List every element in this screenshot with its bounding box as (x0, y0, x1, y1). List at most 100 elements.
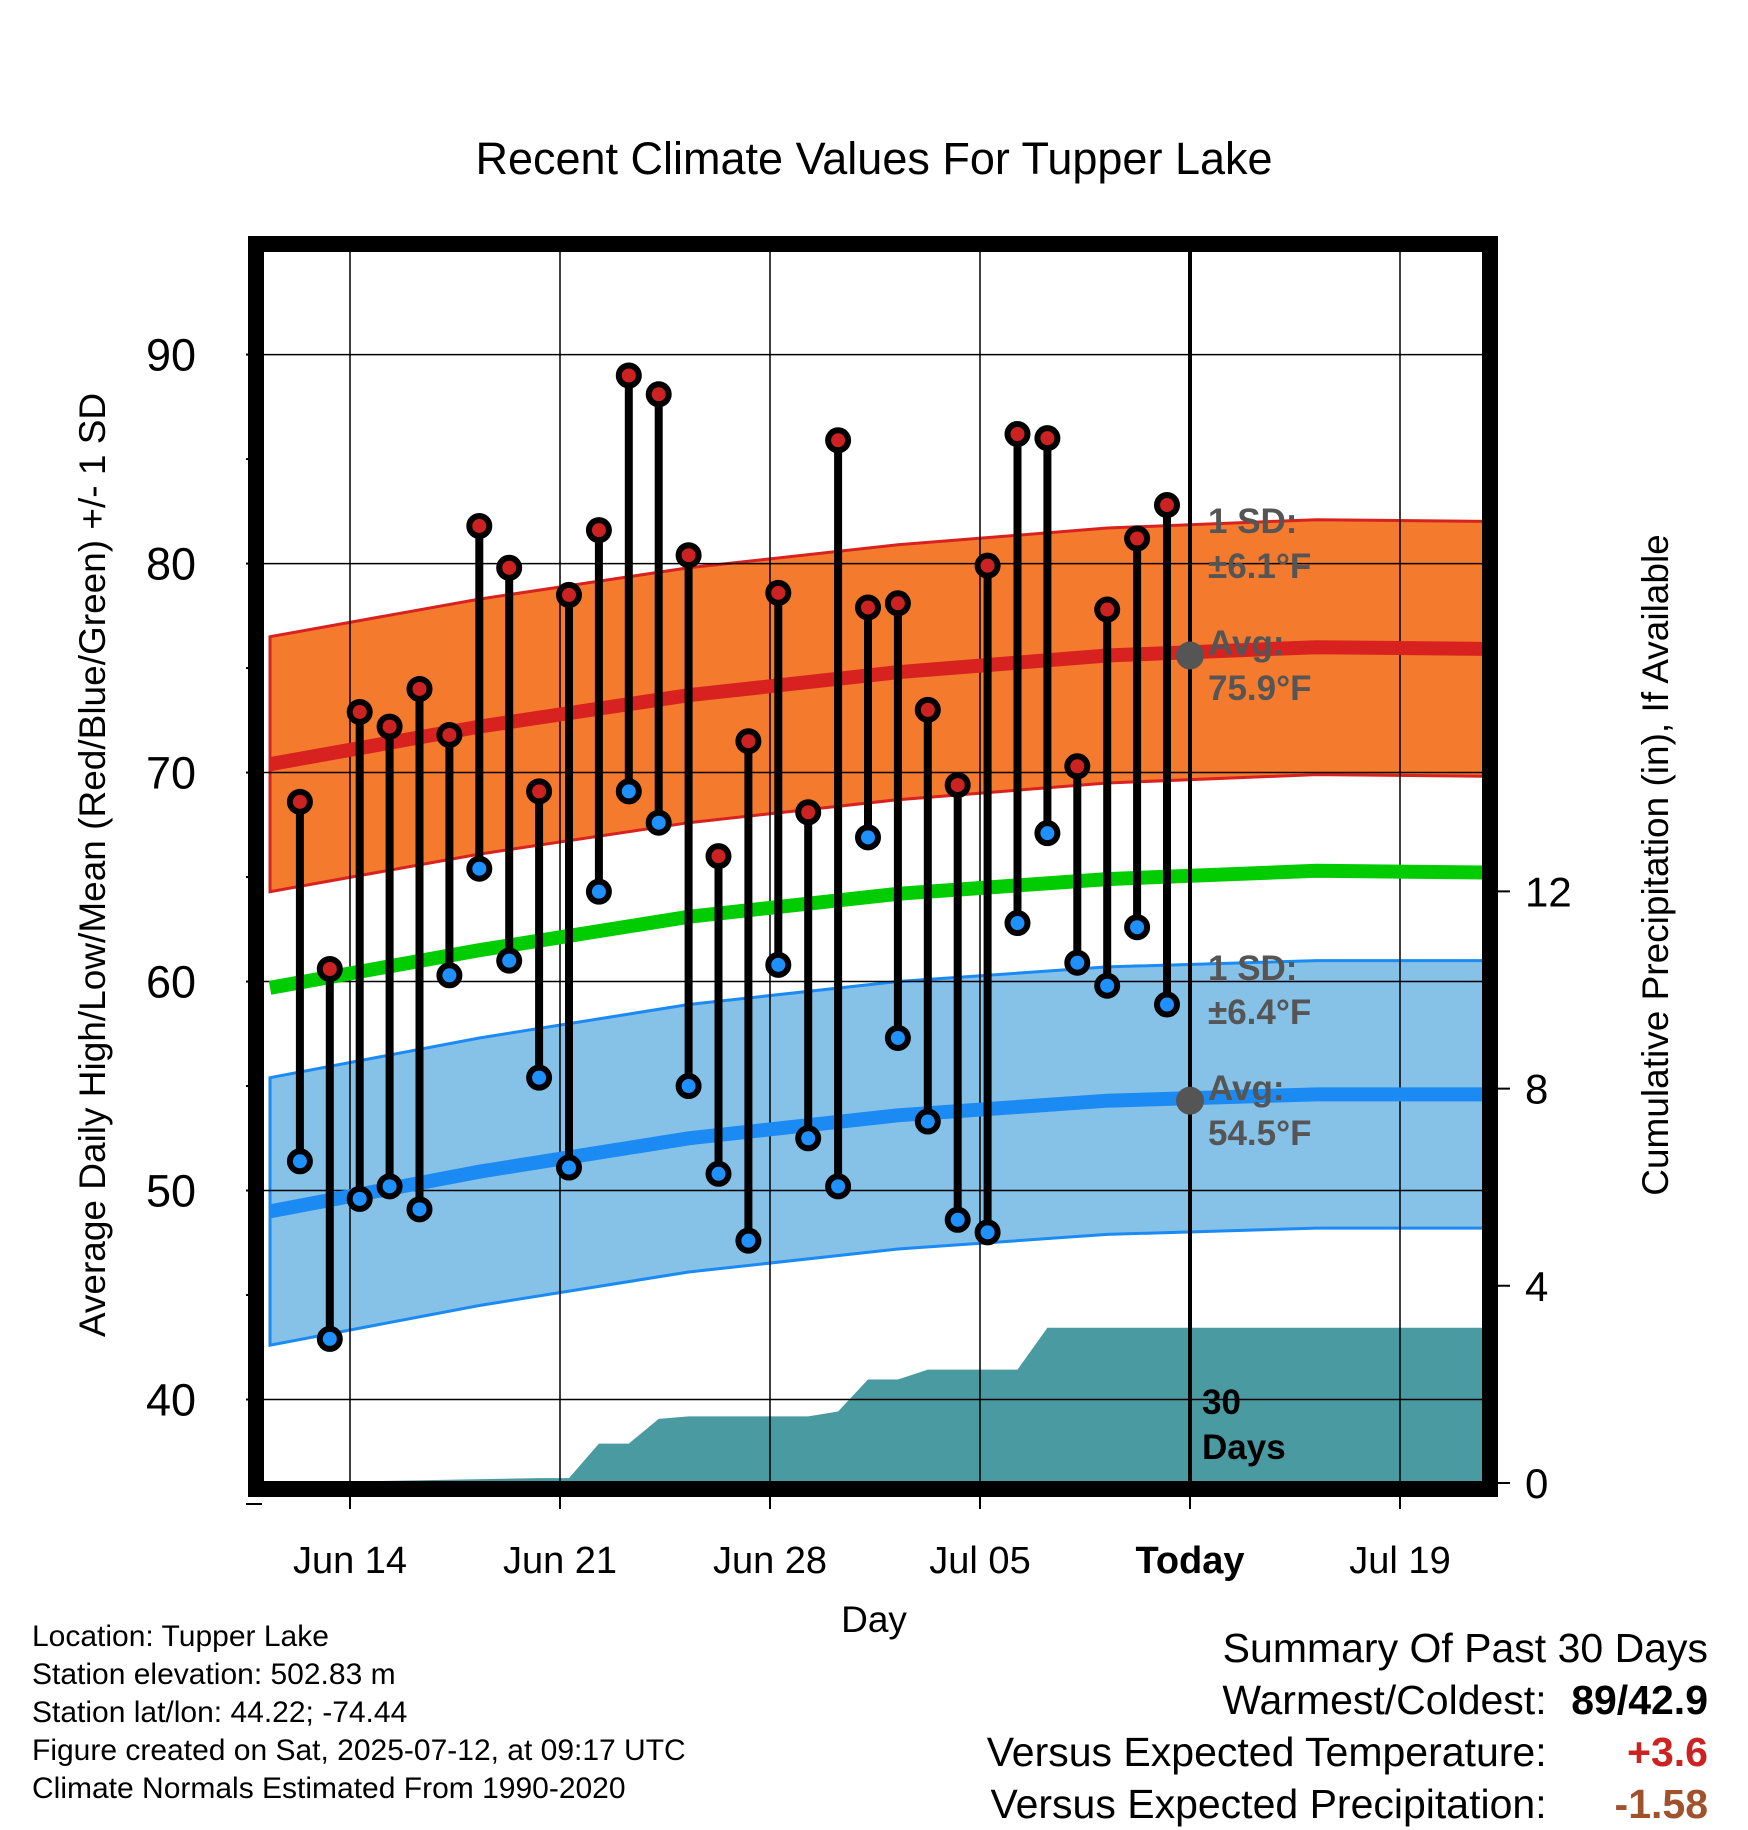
high-marker (645, 381, 672, 408)
high-marker (436, 721, 463, 748)
high-marker (884, 590, 911, 617)
high-marker (585, 517, 612, 544)
low-marker (735, 1227, 762, 1254)
y-tick-label: 40 (146, 1375, 196, 1426)
low-marker (406, 1196, 433, 1223)
low-sd-label: 1 SD: (1208, 949, 1297, 988)
temp-value: +3.6 (1627, 1729, 1708, 1775)
x-tick-label: Jul 19 (1349, 1540, 1450, 1582)
low-marker (675, 1073, 702, 1100)
high-marker (944, 772, 971, 799)
high-avg-label: Avg: (1208, 624, 1284, 663)
y2-tick-label: 0 (1525, 1460, 1548, 1507)
high-marker (1004, 421, 1031, 448)
low-marker (496, 947, 523, 974)
high-sd-value: ±6.1°F (1208, 547, 1311, 586)
low-marker (376, 1173, 403, 1200)
high-marker (765, 579, 792, 606)
plot-frame (248, 236, 1498, 1497)
high-marker (286, 788, 313, 815)
high-marker (1064, 753, 1091, 780)
x-tick-label: Today (1135, 1540, 1244, 1582)
x-tick-label: Jun 21 (503, 1540, 617, 1582)
high-marker (1034, 425, 1061, 452)
chart-title: Recent Climate Values For Tupper Lake (475, 133, 1272, 184)
summary-title: Summary Of Past 30 Days (1222, 1625, 1708, 1671)
high-marker (795, 799, 822, 826)
x-axis-label: Day (841, 1599, 907, 1640)
y-tick-label: 50 (146, 1166, 196, 1217)
created-text: Figure created on Sat, 2025-07-12, at 09… (32, 1734, 686, 1767)
high-marker (1094, 596, 1121, 623)
station-info: Location: Tupper Lake Station elevation:… (32, 1618, 686, 1808)
plot-area: 1 SD: ±6.1°F Avg: 75.9°F 1 SD: ±6.4°F Avg: 54.5… (146, 236, 1572, 1582)
warm-cold-label: Warmest/Coldest: (1222, 1677, 1547, 1723)
y2-tick-label: 4 (1525, 1263, 1548, 1310)
y-axis-label: Average Daily High/Low/Mean (Red/Blue/Gr… (72, 393, 113, 1337)
low-marker (1004, 910, 1031, 937)
low-marker (316, 1325, 343, 1352)
x-tick-label: Jun 14 (293, 1540, 407, 1582)
today-high-avg-dot (1176, 641, 1204, 670)
elevation-text: Station elevation: 502.83 m (32, 1658, 396, 1691)
low-sd-band (268, 959, 1484, 1348)
summary-temp: Versus Expected Temperature: +3.6 (987, 1726, 1708, 1778)
high-marker (914, 696, 941, 723)
low-marker (466, 855, 493, 882)
plot-inner (262, 250, 1484, 1483)
low-marker (1094, 972, 1121, 999)
latlon-text: Station lat/lon: 44.22; -74.44 (32, 1696, 408, 1729)
low-marker (615, 778, 642, 805)
y2-tick-label: 8 (1525, 1066, 1548, 1113)
high-marker (825, 427, 852, 454)
low-marker (585, 878, 612, 905)
x-tick-label: Jun 28 (713, 1540, 827, 1582)
precip-value: -1.58 (1614, 1781, 1708, 1827)
high-marker (496, 554, 523, 581)
low-avg-label: Avg: (1208, 1069, 1284, 1108)
low-marker (286, 1148, 313, 1175)
high-sd-label: 1 SD: (1208, 502, 1297, 541)
window-label-1: 30 (1202, 1383, 1241, 1422)
high-marker (705, 843, 732, 870)
summary-warm-cold: Warmest/Coldest: 89/42.9 (987, 1674, 1708, 1726)
low-avg-value: 54.5°F (1208, 1114, 1312, 1153)
low-marker (795, 1125, 822, 1152)
low-marker (1154, 991, 1180, 1018)
summary-panel: Summary Of Past 30 Days Warmest/Coldest:… (987, 1622, 1708, 1830)
high-marker (346, 698, 373, 725)
y2-tick-label: 12 (1525, 868, 1572, 915)
window-label-2: Days (1202, 1428, 1286, 1467)
warm-cold-value: 89/42.9 (1571, 1677, 1708, 1723)
low-marker (855, 824, 881, 851)
high-marker (316, 956, 343, 983)
low-marker (556, 1154, 582, 1181)
low-marker (884, 1024, 911, 1051)
high-marker (1124, 525, 1151, 552)
low-marker (765, 951, 792, 978)
low-marker (1064, 949, 1091, 976)
today-low-avg-dot (1176, 1086, 1204, 1115)
low-marker (1034, 820, 1061, 847)
y-tick-label: 90 (146, 330, 196, 381)
summary-precip: Versus Expected Precipitation: -1.58 (987, 1778, 1709, 1830)
high-marker (1154, 492, 1180, 519)
y-tick-label: 80 (146, 539, 196, 590)
low-marker (944, 1206, 971, 1233)
low-marker (914, 1108, 941, 1135)
high-marker (615, 362, 642, 389)
high-marker (974, 552, 1001, 579)
x-tick-label: Jul 05 (929, 1540, 1030, 1582)
low-marker (436, 962, 463, 989)
low-marker (1124, 914, 1151, 941)
low-marker (645, 809, 672, 836)
high-marker (735, 728, 762, 755)
high-sd-band (268, 518, 1484, 894)
high-avg-value: 75.9°F (1208, 669, 1312, 708)
low-marker (705, 1160, 732, 1187)
low-marker (346, 1185, 373, 1212)
y-tick-label: 60 (146, 957, 196, 1008)
high-marker (466, 512, 493, 539)
high-marker (556, 581, 582, 608)
